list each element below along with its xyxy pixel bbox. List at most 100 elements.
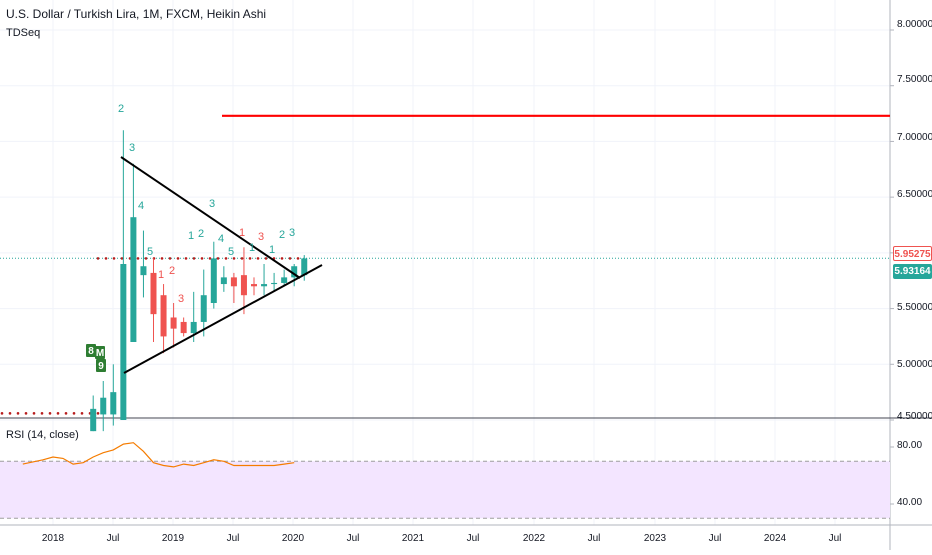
tdst-resistance-dot [144,257,148,260]
rsi-band [0,461,890,519]
td-count-label: 2 [118,103,124,115]
candle-body [140,266,147,276]
grid-layer [0,0,890,525]
time-tick: 2018 [41,533,65,544]
tdst-resistance-dot [288,257,292,260]
candle [220,266,227,292]
tdst-resistance-dot [96,257,100,260]
candle [160,284,167,354]
triangle-upper-trendline [120,156,301,279]
candle [271,272,278,291]
setup-flag-bg [86,344,96,357]
tdst-support-dot [32,412,36,415]
td-count-label: 3 [178,293,184,305]
setup-flag: M [95,346,105,359]
candle-body [120,264,127,420]
candle [251,277,257,296]
tdst-resistance-dot [224,257,228,260]
tdst-resistance-dot [248,257,252,260]
setup-flag-bg [96,359,106,372]
candle [210,241,217,309]
candle-body [301,258,308,276]
time-tick: Jul [587,533,601,544]
setup-flag-label: M [96,348,104,359]
tdseq-indicator-label[interactable]: TDSeq [6,27,41,39]
candle-body [160,295,167,337]
tdst-support-dot [24,412,28,415]
price-tick: 4.50000 [897,411,932,422]
time-tick: 2021 [401,533,425,544]
tdst-resistance-dot [176,257,180,260]
rsi-indicator-label[interactable]: RSI (14, close) [6,429,79,441]
td-count-label: 3 [258,231,264,243]
candle-body [261,284,268,287]
td-count-label: 1 [188,230,194,242]
tdst-resistance-dot [240,257,244,260]
tdst-resistance-dot [192,257,196,260]
triangle-lower-trendline [123,264,323,374]
candle-body [210,258,217,303]
tdst-support-dot [96,412,100,415]
tdst-support-dot [0,412,4,415]
candle-body [190,321,197,334]
td-count-label: 3 [129,142,135,154]
tdst-resistance-dot [104,257,108,260]
candle-body [170,317,177,329]
tdst-resistance-dot [216,257,220,260]
tdst-resistance-dot [168,257,172,260]
tdst-resistance-dot [232,257,236,260]
tdst-resistance-dot [256,257,260,260]
td-count-label: 1 [239,227,245,239]
tdst-support-dot [8,412,12,415]
candle [240,247,247,315]
last-price-badge-green: 5.93164 [893,264,932,279]
tdst-support-dot [16,412,20,415]
candle-body [220,277,227,285]
td-count-label: 1 [158,269,164,281]
setup-flag-label: 9 [98,361,104,372]
setup-flag-bg [95,346,105,359]
time-tick: 2022 [522,533,546,544]
time-tick: Jul [708,533,722,544]
chart-title: U.S. Dollar / Turkish Lira, 1M, FXCM, He… [6,7,267,21]
candle-body [180,321,187,334]
candle-body [130,217,137,342]
tdst-resistance-dot [280,257,284,260]
tdst-resistance-dot [184,257,188,260]
tdst-resistance-dot [136,257,140,260]
price-tick: 7.50000 [897,74,932,85]
candle-body [100,397,107,415]
tdst-resistance-dot [200,257,204,260]
td-count-label: 5 [147,246,153,258]
candle-body [90,408,97,432]
setup-flag: 9 [96,359,106,372]
td-count-label: 1 [269,244,275,256]
candle [190,291,197,342]
time-tick: 2019 [161,533,185,544]
td-count-label: 4 [218,233,224,245]
candle [120,130,127,420]
candle [90,395,97,432]
candle [180,317,187,337]
candle [100,381,107,432]
tdst-resistance-dot [160,257,164,260]
td-count-label: 2 [169,265,175,277]
tdst-resistance-dot [208,257,212,260]
candle [110,364,117,426]
td-count-label: 3 [209,198,215,210]
tdst-support-dot [72,412,76,415]
time-tick: 2023 [643,533,667,544]
last-price-badge-red: 5.95275 [893,246,932,261]
td-count-label: 2 [198,228,204,240]
time-tick: Jul [106,533,120,544]
tdst-resistance-dot [120,257,124,260]
price-tick: 5.00000 [897,359,932,370]
time-tick: 2020 [281,533,305,544]
tdst-support-dot [64,412,68,415]
candle-body [281,277,288,283]
price-tick: 6.50000 [897,189,932,200]
price-tick: 7.00000 [897,132,932,143]
candle [140,230,147,298]
